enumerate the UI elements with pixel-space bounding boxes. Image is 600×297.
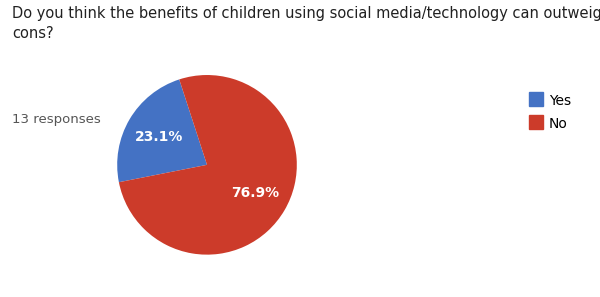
Text: Do you think the benefits of children using social media/technology can outweigh: Do you think the benefits of children us… [12, 6, 600, 41]
Wedge shape [117, 79, 207, 182]
Text: 13 responses: 13 responses [12, 113, 101, 126]
Text: 76.9%: 76.9% [231, 186, 279, 200]
Legend: Yes, No: Yes, No [525, 90, 575, 135]
Text: 23.1%: 23.1% [135, 129, 183, 144]
Wedge shape [119, 75, 297, 255]
